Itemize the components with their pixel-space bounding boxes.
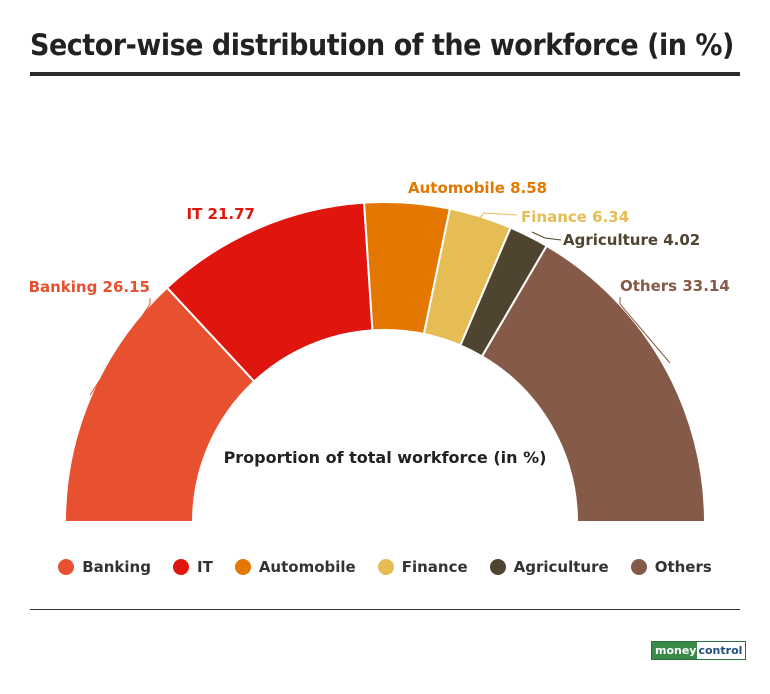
slice-label-finance: Finance 6.34 xyxy=(521,208,629,226)
leader-line-banking xyxy=(89,298,151,396)
slice-label-agriculture: Agriculture 4.02 xyxy=(563,231,700,249)
legend-item-banking: Banking xyxy=(58,558,151,576)
logo-part-money: money xyxy=(652,642,698,659)
legend-swatch-finance xyxy=(377,559,394,575)
slice-label-automobile: Automobile 8.58 xyxy=(408,179,547,197)
legend-label-agriculture: Agriculture xyxy=(513,558,609,576)
legend-swatch-agriculture xyxy=(489,559,506,575)
legend-item-others: Others xyxy=(630,558,712,576)
logo-part-control: control xyxy=(697,642,746,659)
bottom-divider xyxy=(30,609,740,610)
legend-label-banking: Banking xyxy=(82,558,151,576)
leader-lines-group xyxy=(89,212,671,396)
slice-label-banking: Banking 26.15 xyxy=(29,278,150,296)
leader-line-others xyxy=(619,297,671,364)
leader-line-agriculture xyxy=(531,231,562,241)
legend-swatch-others xyxy=(630,559,647,575)
title-divider xyxy=(30,72,740,76)
legend-item-it: IT xyxy=(172,558,213,576)
slice-labels-group: Banking 26.15 IT 21.77 Automobile 8.58 Fina… xyxy=(29,179,730,296)
legend: Banking IT Automobile Finance Agriculture Oth… xyxy=(0,558,770,576)
chart-title: Sector-wise distribution of the workforc… xyxy=(30,28,734,62)
center-label: Proportion of total workforce (in %) xyxy=(224,448,547,467)
legend-swatch-it xyxy=(172,559,189,575)
legend-item-agriculture: Agriculture xyxy=(489,558,609,576)
legend-label-automobile: Automobile xyxy=(258,558,356,576)
slices-group xyxy=(63,201,707,523)
legend-label-others: Others xyxy=(654,558,712,576)
legend-item-finance: Finance xyxy=(377,558,468,576)
legend-label-finance: Finance xyxy=(401,558,468,576)
moneycontrol-logo: money control xyxy=(651,641,747,660)
legend-label-it: IT xyxy=(196,558,213,576)
legend-swatch-banking xyxy=(58,559,75,575)
slice-label-others: Others 33.14 xyxy=(620,277,730,295)
legend-swatch-automobile xyxy=(234,559,251,575)
slice-label-it: IT 21.77 xyxy=(187,205,255,223)
legend-item-automobile: Automobile xyxy=(234,558,356,576)
leader-line-finance xyxy=(477,212,518,221)
